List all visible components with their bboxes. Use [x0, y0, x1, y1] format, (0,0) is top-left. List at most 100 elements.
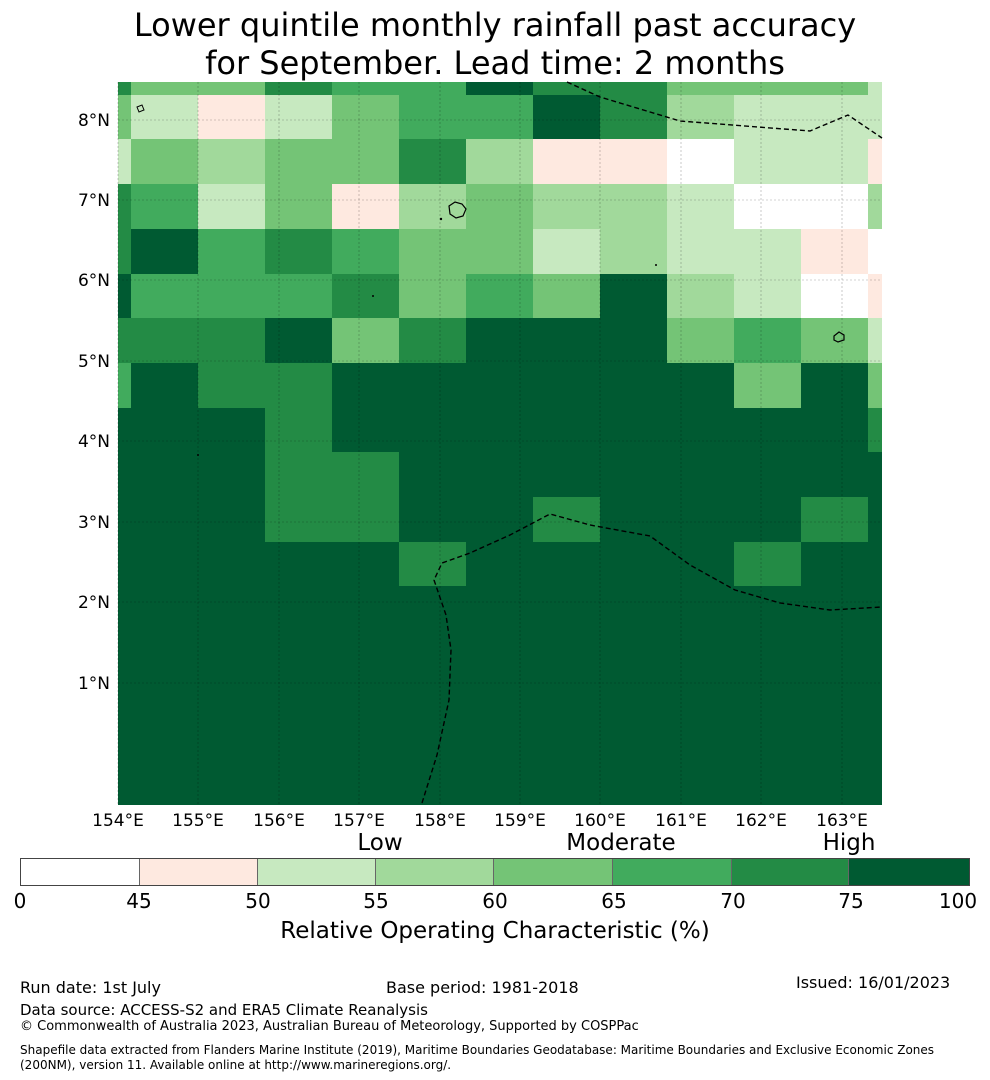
map-cell [466, 497, 533, 542]
map-cell [131, 721, 198, 766]
map-cell [265, 82, 280, 95]
map-cell [131, 452, 198, 497]
map-cell [332, 229, 399, 274]
map-cell [466, 274, 533, 318]
map-cell [399, 318, 466, 363]
map-cell [868, 318, 882, 363]
map-cell [533, 721, 600, 766]
map-cell [466, 766, 533, 805]
map-cell [198, 274, 265, 318]
map-cell [332, 631, 399, 676]
map-cell [600, 139, 667, 184]
issued-date: Issued: 16/01/2023 [796, 973, 951, 992]
maritime-boundaries [421, 81, 883, 804]
island-dot-3 [655, 264, 657, 266]
map-cell [280, 82, 332, 95]
map-cell [801, 274, 868, 318]
map-cell [118, 766, 131, 805]
map-cell [131, 408, 198, 452]
map-cell [198, 318, 265, 363]
map-cell [399, 95, 466, 139]
colorbar-tick: 0 [13, 889, 27, 913]
map-cell [198, 363, 265, 408]
lon-label: 154°E [92, 811, 144, 830]
map-cell [118, 497, 131, 542]
map-cell [466, 586, 533, 631]
map-cell [533, 82, 600, 95]
map-cell [118, 631, 131, 676]
map-cell [332, 318, 399, 363]
map-cell [600, 363, 667, 408]
colorbar-segment [257, 859, 377, 885]
map-cell [198, 95, 265, 139]
map-cell [332, 95, 399, 139]
map-cell [399, 721, 466, 766]
lon-label: 159°E [494, 811, 546, 830]
map-cell [118, 676, 131, 721]
islands [136, 104, 845, 456]
map-cell [265, 229, 332, 274]
map-cell [332, 721, 399, 766]
map-cell [332, 274, 399, 318]
lon-label: 155°E [172, 811, 224, 830]
map-cell [118, 274, 131, 318]
map-cell [466, 631, 533, 676]
colorbar-segment [21, 859, 140, 885]
map-cell [868, 82, 882, 95]
map-cell [734, 408, 801, 452]
map-cell [466, 184, 533, 229]
map-cell [801, 586, 868, 631]
map-cell [198, 676, 265, 721]
map-cell [152, 82, 198, 95]
category-high-label: High [822, 830, 876, 856]
map-cell [265, 452, 332, 497]
map-cell [868, 766, 882, 805]
lon-label: 163°E [816, 811, 868, 830]
map-cell [801, 676, 868, 721]
map-cell [265, 95, 332, 139]
map-cell [533, 408, 600, 452]
map-cell [332, 139, 399, 184]
map-cell [399, 139, 466, 184]
map-cell [466, 408, 533, 452]
lat-label: 5°N [78, 352, 110, 372]
map-cell [600, 318, 667, 363]
map-cell [198, 452, 265, 497]
map-cell [118, 229, 131, 274]
map-cell [131, 497, 198, 542]
map-cell [399, 363, 466, 408]
eez-boundary-south [421, 513, 883, 804]
map-cell [131, 82, 152, 95]
map-cell [265, 274, 332, 318]
map-cell [131, 676, 198, 721]
map-cell [265, 631, 332, 676]
map-cell [466, 139, 533, 184]
map-cell [198, 408, 265, 452]
category-moderate-label: Moderate [566, 830, 676, 856]
colorbar-title: Relative Operating Characteristic (%) [280, 918, 710, 944]
map-cell [600, 229, 667, 274]
map-cell [466, 82, 533, 95]
map-cell [265, 363, 332, 408]
map-cell [600, 497, 667, 542]
map-cell [600, 274, 667, 318]
lon-label: 157°E [333, 811, 385, 830]
lon-label: 160°E [574, 811, 626, 830]
map-cell [533, 542, 600, 586]
map-cell [198, 766, 265, 805]
map-cell [131, 139, 198, 184]
map-cell [198, 82, 265, 95]
map-cell [734, 676, 801, 721]
map-cell [533, 95, 600, 139]
map-cell [801, 721, 868, 766]
map-cell [868, 676, 882, 721]
title-line-2: for September. Lead time: 2 months [205, 44, 785, 82]
map-axis-labels: 154°E 155°E 156°E 157°E 158°E 159°E 160°E 161°E… [78, 111, 868, 830]
colorbar-segment [731, 859, 850, 885]
map-cell [399, 631, 466, 676]
map-cell [533, 318, 600, 363]
map-cell [600, 766, 667, 805]
map-cell [399, 274, 466, 318]
map-cell [734, 184, 801, 229]
map-cell [801, 452, 868, 497]
